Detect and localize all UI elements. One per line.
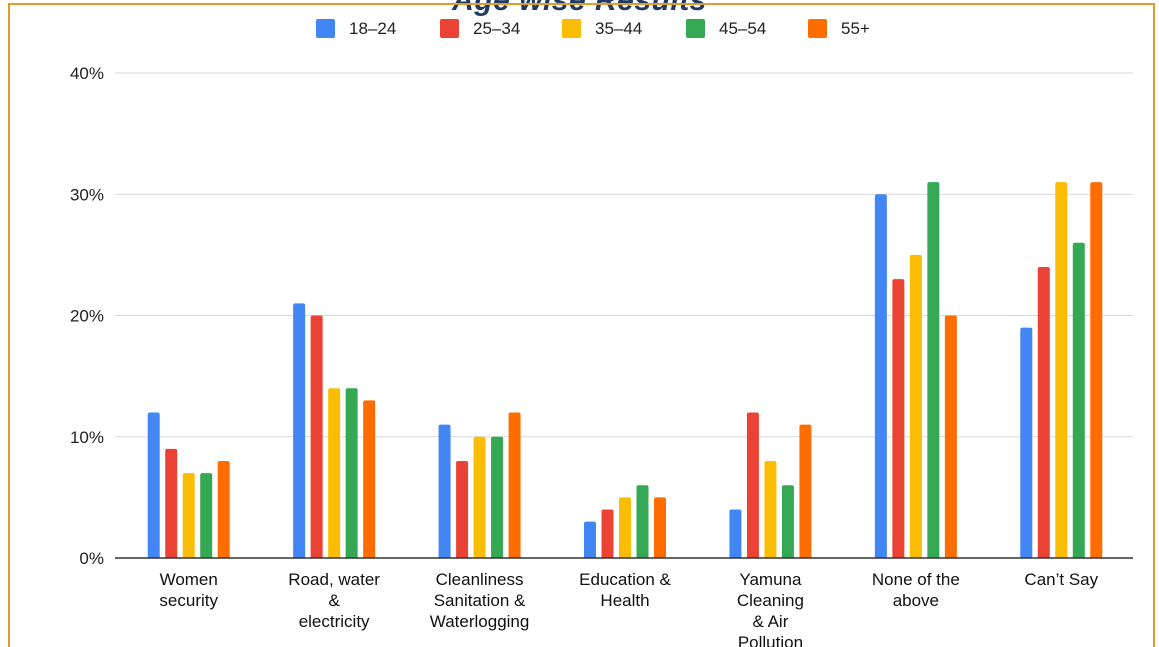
x-category-label: Sanitation & xyxy=(434,591,526,610)
bar-25-34-0 xyxy=(165,448,178,558)
bar-25-34-3 xyxy=(601,509,614,558)
bar-18-24-0 xyxy=(147,412,160,558)
bar-45-54-4 xyxy=(781,485,794,558)
bar-18-24-2 xyxy=(438,424,451,558)
x-axis-categories: Women security Road, water & electricity Clea… xyxy=(159,570,1098,647)
legend-label: 45–54 xyxy=(719,19,766,38)
legend-swatch xyxy=(562,19,581,38)
bar-18-24-6 xyxy=(1020,327,1033,558)
bar-35-44-6 xyxy=(1055,182,1068,558)
y-tick-label: 30% xyxy=(70,185,104,204)
x-category-label: Road, water xyxy=(288,570,380,589)
x-category-label: Pollution xyxy=(738,633,803,647)
bar-25-34-5 xyxy=(892,279,905,558)
bars xyxy=(147,182,1103,558)
bar-45-54-6 xyxy=(1072,242,1085,558)
bar-35-44-3 xyxy=(619,497,631,558)
bar-35-44-4 xyxy=(764,461,777,558)
bar-35-44-2 xyxy=(473,436,486,558)
x-category-label: Women xyxy=(160,570,218,589)
legend-swatch xyxy=(808,19,827,38)
bar-18-24-3 xyxy=(584,521,596,558)
y-tick-label: 40% xyxy=(70,64,104,83)
bar-25-34-1 xyxy=(310,315,323,558)
legend-label: 25–34 xyxy=(473,19,520,38)
bar-45-54-3 xyxy=(636,485,649,558)
y-axis-ticks: 0% 10% 20% 30% 40% xyxy=(70,64,104,568)
bar-18-24-1 xyxy=(293,303,306,558)
bar-55+-5 xyxy=(944,315,957,558)
legend-swatch xyxy=(686,19,705,38)
bar-35-44-5 xyxy=(909,254,922,558)
legend-label: 55+ xyxy=(841,19,870,38)
bar-55+-1 xyxy=(363,400,376,558)
bar-18-24-4 xyxy=(729,509,742,558)
bar-55+-3 xyxy=(654,497,666,558)
bar-25-34-6 xyxy=(1037,267,1050,558)
x-category-label: security xyxy=(159,591,218,610)
x-category-label: Yamuna xyxy=(739,570,802,589)
legend-swatch xyxy=(440,19,459,38)
bar-25-34-2 xyxy=(456,461,469,558)
frame-border xyxy=(8,3,1155,647)
x-category-label: Waterlogging xyxy=(430,612,530,631)
bar-45-54-0 xyxy=(200,473,213,558)
bar-45-54-2 xyxy=(491,436,504,558)
x-category-label: Education & xyxy=(579,570,671,589)
bar-18-24-5 xyxy=(874,194,887,558)
x-category-label: above xyxy=(893,591,939,610)
x-category-label: Can’t Say xyxy=(1024,570,1098,589)
x-category-label: electricity xyxy=(299,612,370,631)
legend-swatch xyxy=(316,19,335,38)
bar-45-54-1 xyxy=(345,388,358,558)
x-category-label: Cleaning xyxy=(737,591,804,610)
gridlines xyxy=(115,72,1133,438)
x-category-label: None of the xyxy=(872,570,960,589)
y-tick-label: 0% xyxy=(79,549,104,568)
legend-label: 35–44 xyxy=(595,19,642,38)
bar-45-54-5 xyxy=(927,182,940,558)
y-tick-label: 10% xyxy=(70,428,104,447)
y-tick-label: 20% xyxy=(70,307,104,326)
x-category-label: Health xyxy=(600,591,649,610)
bar-25-34-4 xyxy=(746,412,759,558)
bar-35-44-1 xyxy=(328,388,341,558)
legend: 18–24 25–34 35–44 45–54 55+ xyxy=(316,19,870,38)
bar-55+-6 xyxy=(1090,182,1103,558)
x-category-label: Cleanliness xyxy=(436,570,524,589)
x-category-label: & xyxy=(328,591,340,610)
bar-35-44-0 xyxy=(182,473,195,558)
bar-55+-2 xyxy=(508,412,521,558)
x-category-label: & Air xyxy=(752,612,788,631)
bar-55+-0 xyxy=(217,461,230,558)
bar-55+-4 xyxy=(799,424,812,558)
legend-label: 18–24 xyxy=(349,19,396,38)
